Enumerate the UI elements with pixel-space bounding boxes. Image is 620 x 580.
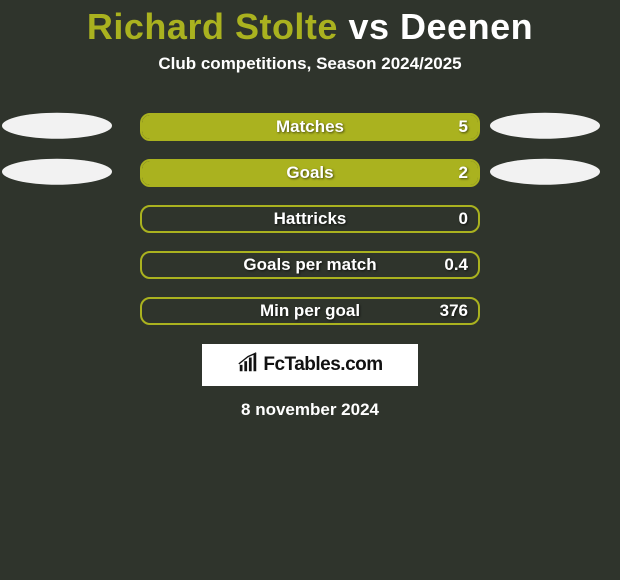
bar-chart-icon <box>237 352 259 379</box>
player1-portrait-placeholder <box>2 159 112 185</box>
player2-portrait-placeholder <box>490 113 600 139</box>
stat-row: Goals per match 0.4 <box>0 242 620 288</box>
stat-value: 376 <box>440 301 468 321</box>
stat-bar: Goals 2 <box>140 159 480 187</box>
stat-value: 0.4 <box>444 255 468 275</box>
stats-list: Matches 5 Goals 2 Hattricks 0 Goals per match 0… <box>0 104 620 334</box>
stat-label: Goals <box>286 163 333 183</box>
brand-badge: FcTables.com <box>202 344 418 386</box>
stat-value: 5 <box>459 117 468 137</box>
stat-row: Goals 2 <box>0 150 620 196</box>
stat-bar: Min per goal 376 <box>140 297 480 325</box>
stat-row: Min per goal 376 <box>0 288 620 334</box>
stat-row: Matches 5 <box>0 104 620 150</box>
stat-value: 2 <box>459 163 468 183</box>
stat-label: Min per goal <box>260 301 360 321</box>
stat-label: Goals per match <box>243 255 376 275</box>
stat-bar: Matches 5 <box>140 113 480 141</box>
stat-value: 0 <box>459 209 468 229</box>
player2-name: Deenen <box>400 6 533 47</box>
stat-label: Hattricks <box>274 209 347 229</box>
subtitle: Club competitions, Season 2024/2025 <box>0 54 620 74</box>
date-label: 8 november 2024 <box>0 400 620 420</box>
stat-label: Matches <box>276 117 344 137</box>
player1-portrait-placeholder <box>2 113 112 139</box>
vs-label: vs <box>348 6 389 47</box>
stat-bar: Hattricks 0 <box>140 205 480 233</box>
stat-bar: Goals per match 0.4 <box>140 251 480 279</box>
brand-text: FcTables.com <box>263 354 382 376</box>
player1-name: Richard Stolte <box>87 6 338 47</box>
page-title: Richard Stolte vs Deenen <box>0 0 620 48</box>
stat-row: Hattricks 0 <box>0 196 620 242</box>
player-comparison-card: Richard Stolte vs Deenen Club competitio… <box>0 0 620 580</box>
player2-portrait-placeholder <box>490 159 600 185</box>
